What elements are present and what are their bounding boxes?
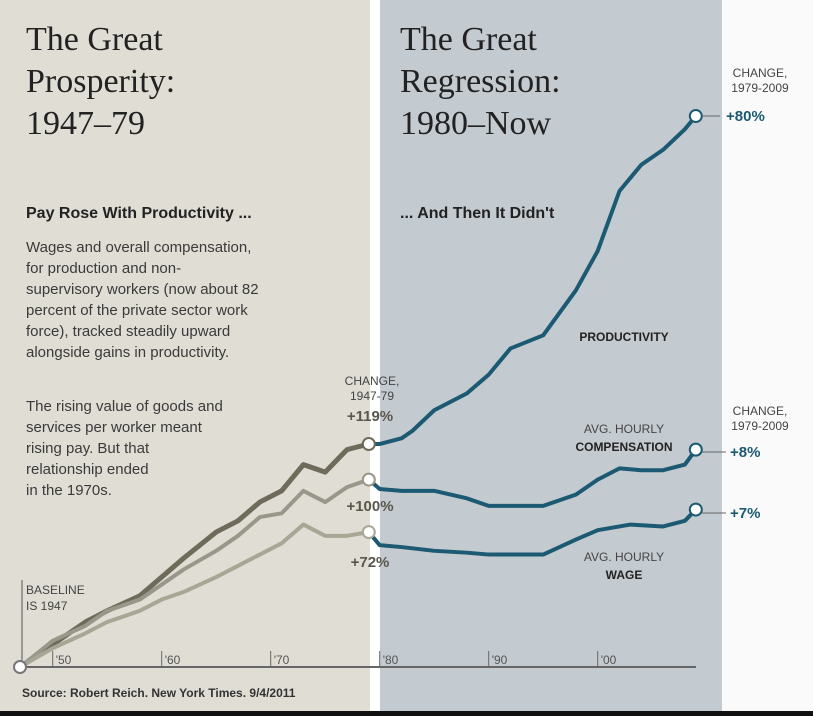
compensation-line-1979-2009: [367, 448, 698, 508]
x-tick-label: '60: [165, 653, 181, 667]
productivity-line-1947-79: [18, 441, 370, 670]
description-line: percent of the private sector work: [26, 302, 248, 319]
description-line: The rising value of goods and: [26, 398, 223, 415]
right-title-line-3: 1980–Now: [400, 105, 552, 142]
description-line: alongside gains in productivity.: [26, 344, 229, 361]
source-note: Source: Robert Reich. New York Times. 9/…: [22, 686, 296, 700]
right-title-line-1: The Great: [400, 21, 537, 58]
productivity-line-1979-2009: [368, 114, 698, 446]
description-line: services per worker meant: [26, 419, 203, 436]
description-paragraph-2: The rising value of goods and services pe…: [26, 398, 223, 499]
left-title-line-3: 1947–79: [26, 105, 145, 142]
right-margin: [722, 0, 813, 716]
left-title-line-2: Prosperity:: [26, 63, 175, 100]
change-1947-79-label-1: CHANGE,: [345, 374, 400, 388]
change-1979-2009-mid-label-2: 1979-2009: [731, 419, 789, 433]
right-title-line-2: Regression:: [400, 63, 561, 100]
change-1979-2009-label-1: CHANGE,: [733, 66, 788, 80]
series-label-compensation-1: AVG. HOURLY: [584, 422, 664, 436]
change-1979-2009-mid-label-1: CHANGE,: [733, 404, 788, 418]
description-line: for production and non-: [26, 260, 181, 277]
bottom-border: [0, 711, 813, 716]
wage-1979-marker: [361, 525, 376, 540]
series-label-productivity: PRODUCTIVITY: [579, 330, 668, 344]
series-label-wage-1: AVG. HOURLY: [584, 550, 664, 564]
x-ticks: '50 '60 '70 '80 '90 '00: [52, 651, 617, 667]
wage-2009-marker: [688, 502, 703, 517]
left-title-line-1: The Great: [26, 21, 163, 58]
left-subtitle: Pay Rose With Productivity ...: [26, 205, 252, 222]
series-label-wage-2: WAGE: [606, 568, 643, 582]
x-tick-label: '70: [274, 653, 290, 667]
description-line: rising pay. But that: [26, 440, 150, 457]
wage-change-1979-2009: +7%: [730, 505, 760, 522]
wage-change-1947-79: +72%: [351, 554, 390, 571]
wage-line-1947-79: [19, 522, 370, 669]
x-tick-label: '80: [383, 653, 399, 667]
compensation-change-1947-79: +100%: [346, 498, 393, 515]
x-tick-label: '00: [601, 653, 617, 667]
compensation-change-1979-2009: +8%: [730, 444, 760, 461]
baseline-label-2: IS 1947: [26, 599, 68, 613]
series-lines: [13, 109, 703, 674]
baseline-marker-1947: [13, 660, 27, 674]
description-line: in the 1970s.: [26, 482, 112, 499]
wage-line-1979-2009: [367, 508, 698, 557]
compensation-2009-marker: [688, 442, 703, 457]
productivity-1979-marker: [361, 436, 376, 451]
change-1979-2009-label-2: 1979-2009: [731, 81, 789, 95]
baseline-label-1: BASELINE: [26, 583, 85, 597]
right-subtitle: ... And Then It Didn't: [400, 205, 555, 222]
productivity-2009-marker: [688, 109, 703, 124]
description-line: force), tracked steadily upward: [26, 323, 230, 340]
right-panel-bg: [380, 0, 722, 712]
productivity-change-1979-2009: +80%: [726, 108, 765, 125]
right-title: The Great Regression: 1980–Now: [400, 21, 561, 142]
description-line: Wages and overall compensation,: [26, 239, 251, 256]
series-label-compensation-2: COMPENSATION: [575, 440, 672, 454]
change-1947-79-label-2: 1947-79: [350, 389, 394, 403]
productivity-change-1947-79: +119%: [347, 408, 393, 425]
x-tick-label: '90: [492, 653, 508, 667]
compensation-line-1947-79: [18, 477, 370, 669]
description-line: relationship ended: [26, 461, 149, 478]
description-line: supervisory workers (now about 82: [26, 281, 259, 298]
compensation-1979-marker: [361, 472, 376, 487]
x-tick-label: '50: [56, 653, 72, 667]
description-paragraph-1: Wages and overall compensation, for produ…: [26, 239, 259, 361]
left-title: The Great Prosperity: 1947–79: [26, 21, 175, 142]
